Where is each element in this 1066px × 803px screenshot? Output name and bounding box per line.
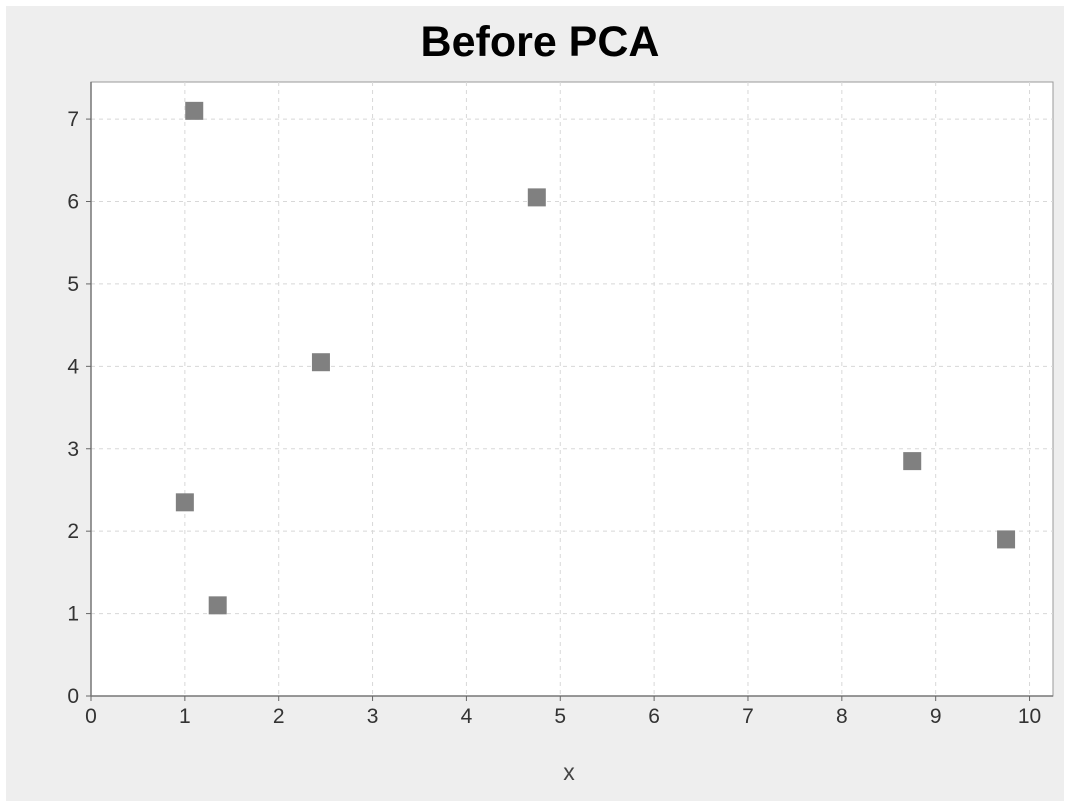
data-point — [997, 530, 1015, 548]
x-tick-label: 3 — [367, 705, 379, 728]
x-tick-label: 6 — [648, 705, 660, 728]
data-point — [176, 493, 194, 511]
data-point — [903, 452, 921, 470]
x-tick-label: 8 — [836, 705, 848, 728]
y-tick-label: 6 — [67, 191, 79, 214]
x-tick-label: 5 — [554, 705, 566, 728]
plot-area — [91, 82, 1053, 696]
x-axis-title: x — [563, 759, 575, 785]
y-tick-label: 4 — [67, 355, 79, 378]
chart-title: Before PCA — [421, 18, 660, 66]
scatter-chart: 0 1 2 3 4 5 6 7 8 9 10 0 1 2 3 4 5 6 7 Before PCA x — [6, 6, 1064, 801]
y-tick-label: 5 — [67, 273, 79, 296]
x-axis-ticks: 0 1 2 3 4 5 6 7 8 9 10 — [85, 696, 1041, 728]
data-point — [528, 188, 546, 206]
y-tick-label: 0 — [67, 685, 79, 708]
y-tick-label: 2 — [67, 520, 79, 543]
y-axis-ticks: 0 1 2 3 4 5 6 7 — [67, 108, 91, 708]
x-tick-label: 4 — [461, 705, 473, 728]
x-tick-label: 9 — [930, 705, 942, 728]
data-point — [185, 102, 203, 120]
y-tick-label: 3 — [67, 438, 79, 461]
data-point — [209, 596, 227, 614]
x-tick-label: 2 — [273, 705, 285, 728]
y-tick-label: 7 — [67, 108, 79, 131]
x-tick-label: 10 — [1018, 705, 1041, 728]
y-tick-label: 1 — [67, 603, 79, 626]
data-point — [312, 353, 330, 371]
x-tick-label: 0 — [85, 705, 97, 728]
chart-panel: 0 1 2 3 4 5 6 7 8 9 10 0 1 2 3 4 5 6 7 Before PCA x — [6, 6, 1064, 801]
x-tick-label: 7 — [742, 705, 754, 728]
x-tick-label: 1 — [179, 705, 191, 728]
